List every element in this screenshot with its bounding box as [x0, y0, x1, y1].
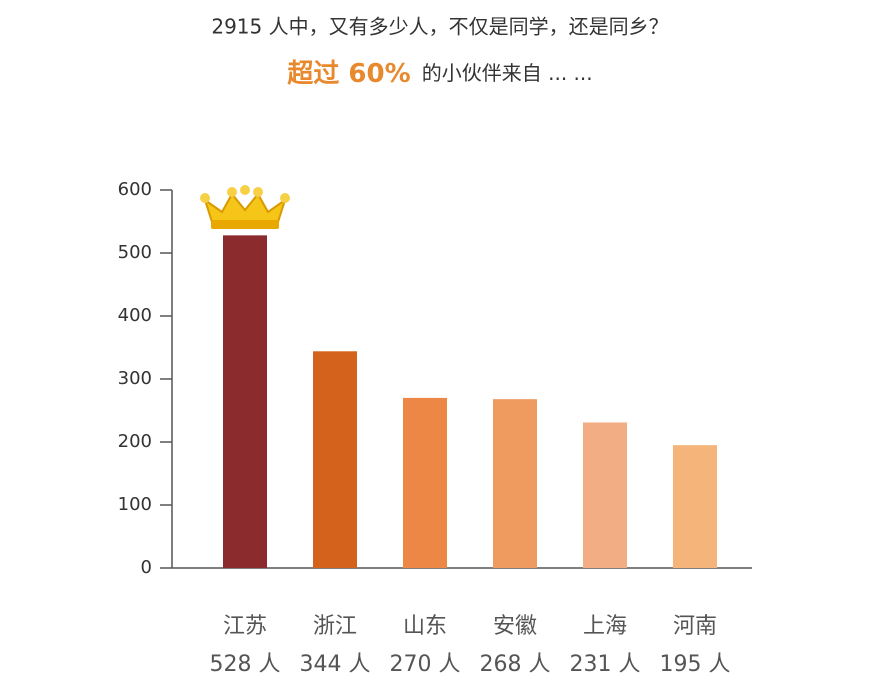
x-tick-label: 上海	[583, 614, 627, 639]
x-tick-label: 安徽	[493, 614, 537, 639]
x-tick-label: 山东	[403, 614, 447, 639]
value-label: 195 人	[660, 652, 731, 677]
y-tick-label: 0	[141, 557, 152, 578]
value-label: 231 人	[570, 652, 641, 677]
bar	[493, 399, 537, 568]
y-tick-label: 100	[118, 494, 152, 515]
x-tick-label: 江苏	[223, 614, 267, 639]
subtitle-highlight: 超过 60%	[287, 59, 410, 89]
subtitle-text: 的小伙伴来自 ... ...	[422, 61, 593, 85]
chart-subtitle: 超过 60% 的小伙伴来自 ... ...	[287, 59, 592, 89]
value-label: 270 人	[390, 652, 461, 677]
value-label: 344 人	[300, 652, 371, 677]
chart-title: 2915 人中，又有多少人，不仅是同学，还是同乡？	[211, 15, 668, 39]
y-tick-label: 600	[118, 179, 152, 200]
value-label: 268 人	[480, 652, 551, 677]
bar	[583, 422, 627, 568]
crown	[200, 185, 290, 229]
value-label: 528 人	[210, 652, 281, 677]
y-tick-label: 200	[118, 431, 152, 452]
bar	[223, 235, 267, 569]
y-tick-label: 400	[118, 305, 152, 326]
bar	[313, 351, 357, 568]
x-tick-label: 河南	[673, 614, 717, 639]
bar	[673, 445, 717, 568]
bar	[403, 397, 447, 568]
x-tick-label: 浙江	[313, 614, 357, 639]
y-tick-label: 500	[118, 242, 152, 263]
y-tick-label: 300	[118, 368, 152, 389]
